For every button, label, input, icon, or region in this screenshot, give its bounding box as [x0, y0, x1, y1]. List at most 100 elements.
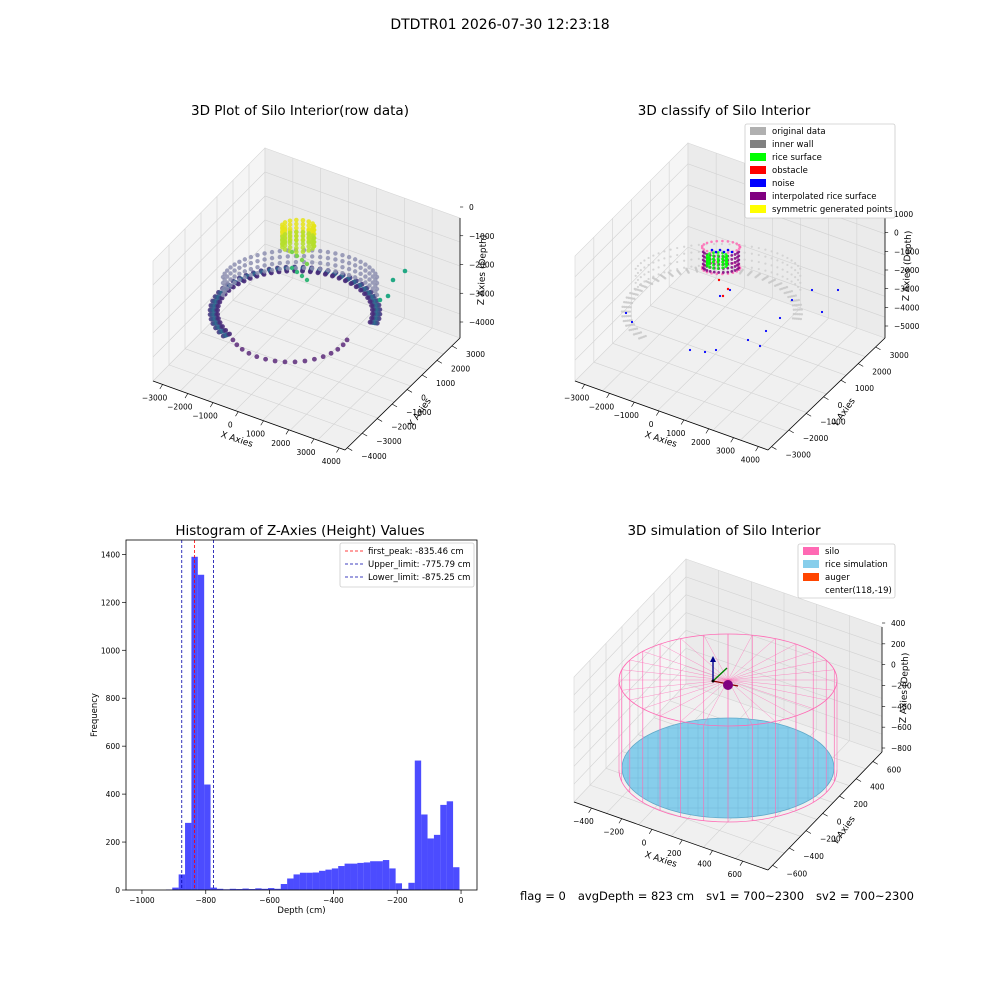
p1-wall-point: [216, 316, 221, 321]
p2-original-point: [697, 264, 700, 267]
p2-original-point: [629, 314, 632, 318]
p2-noise-point: [836, 288, 840, 292]
p2-legend-frame: [744, 123, 896, 219]
y-axis-line: [767, 337, 886, 451]
y-axis-line: [344, 337, 461, 451]
p2-ring-point: [715, 272, 719, 276]
p2-original-point: [794, 269, 797, 272]
p1-upper-wall-point: [310, 266, 315, 271]
hist-bar: [357, 862, 364, 890]
p2-original-point: [628, 328, 631, 332]
p2-x-tick: [631, 402, 635, 407]
p4-silo-spoke: [727, 638, 776, 681]
p2-original-point: [640, 289, 643, 293]
p2-y-tick: [788, 429, 794, 434]
p2-original-point: [750, 259, 753, 262]
p1-upper-wall-point: [232, 268, 237, 273]
panel1-title: 3D Plot of Silo Interior(row data): [191, 103, 409, 119]
p2-original-point: [764, 255, 767, 258]
p1-upper-wall-point: [269, 261, 275, 267]
p1-upper-wall-point: [269, 255, 275, 261]
p2-original-point: [632, 292, 636, 296]
hist-bar: [427, 838, 434, 890]
p1-top-point: [306, 235, 312, 240]
p2-original-point: [791, 304, 795, 307]
p2-interpolated-point: [733, 265, 737, 268]
p2-original-point: [621, 315, 624, 318]
p1-wall-point: [365, 295, 370, 301]
p1-wall-point: [315, 270, 321, 276]
p2-original-point: [728, 264, 731, 267]
p1-upper-wall-point: [228, 283, 233, 288]
p2-legend-swatch: [750, 153, 766, 161]
p1-upper-wall-point: [228, 265, 233, 270]
p2-original-point: [743, 251, 746, 254]
p1-top-point: [306, 231, 312, 236]
p1-floor-point: [246, 350, 252, 356]
hist-bar: [236, 889, 243, 890]
p2-original-point: [743, 258, 746, 261]
panel2-title: 3D classify of Silo Interior: [637, 103, 811, 119]
p4-y-tick-label: −400: [803, 852, 824, 861]
p2-original-point: [643, 259, 646, 262]
p2-x-tick-label: 1000: [666, 429, 685, 438]
p2-noise-point: [624, 311, 628, 315]
p4-silo-spoke: [629, 679, 729, 701]
p2-original-point: [639, 269, 642, 272]
p2-interpolated-point: [717, 271, 721, 274]
p2-original-point: [652, 254, 655, 257]
p2-original-point: [770, 264, 773, 267]
p2-rice-surface-point: [712, 254, 715, 258]
p1-top-point: [287, 244, 293, 250]
p4-axis-arrowhead-z: [710, 656, 716, 662]
p2-noise-point: [790, 298, 794, 302]
p2-original-point: [799, 267, 802, 270]
p1-top-point: [294, 245, 299, 251]
p1-top-point: [300, 225, 306, 231]
p2-x-tick: [705, 428, 709, 434]
p4-z-tick-label: 400: [891, 619, 906, 628]
p4-silo-spoke: [703, 635, 729, 681]
p2-noise-point: [722, 250, 726, 254]
p2-original-point: [783, 291, 786, 295]
p2-original-point: [750, 266, 753, 269]
grid-line: [574, 205, 886, 319]
p2-original-point: [633, 327, 637, 331]
p1-floor-point: [239, 346, 245, 352]
panel3-plot: −1000 −800 −600 −400 −200 0 0 200 400 600 800 1000 1…: [90, 539, 478, 916]
p1-z-tick-label: −1000: [469, 232, 495, 241]
p1-upper-wall-point: [255, 264, 260, 270]
p1-upper-wall-point: [269, 249, 275, 255]
p1-x-tick-label: −3000: [142, 393, 168, 402]
p2-original-point: [639, 262, 642, 265]
p1-wall-point: [342, 278, 348, 284]
p1-upper-wall-point: [352, 263, 358, 268]
p1-floor-point: [230, 337, 236, 343]
p2-original-point: [639, 276, 642, 279]
p2-original-point: [631, 297, 634, 300]
p1-top-point: [287, 234, 293, 240]
p1-top-point: [306, 239, 312, 244]
status-sv1: sv1 = 700~2300: [706, 889, 805, 903]
p2-original-point: [743, 244, 746, 247]
p2-noise-point: [714, 250, 718, 254]
p1-x-tick: [310, 438, 315, 444]
p2-original-point: [644, 334, 647, 338]
p2-original-point: [657, 279, 660, 283]
grid-line: [152, 243, 461, 358]
p2-original-point: [636, 293, 639, 296]
p1-fall-point: [294, 253, 300, 259]
p2-original-point: [676, 267, 679, 271]
p1-x-tick-label: −1000: [192, 412, 218, 421]
p4-silo-spoke: [629, 659, 729, 681]
p2-legend-label: noise: [772, 179, 795, 189]
p1-upper-wall-point: [370, 268, 376, 273]
p1-top-point: [287, 218, 293, 224]
p2-original-point: [657, 266, 660, 269]
p2-original-point: [697, 250, 700, 253]
grid-line: [573, 594, 883, 713]
p1-upper-wall-point: [346, 260, 352, 266]
p1-top-point: [306, 227, 312, 232]
p4-z-tick-label: 0: [891, 661, 896, 670]
p2-original-point: [794, 312, 798, 316]
